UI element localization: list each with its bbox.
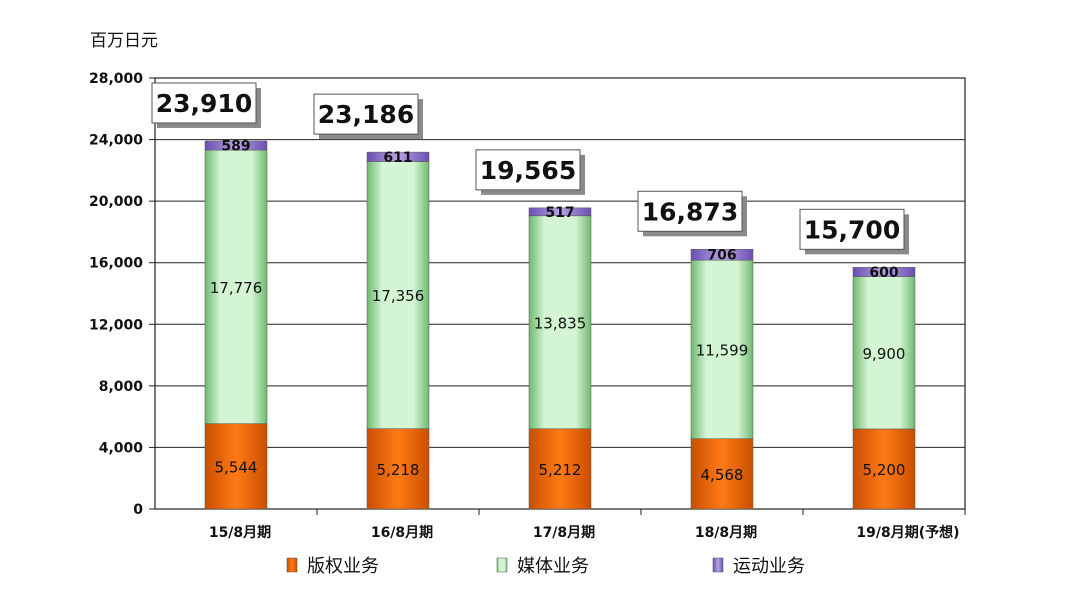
data-label: 5,200 [863, 461, 906, 479]
total-label: 23,186 [318, 100, 414, 129]
y-tick-label: 8,000 [99, 379, 144, 395]
data-label: 589 [221, 139, 250, 155]
x-tick-label: 18/8月期 [695, 525, 757, 541]
y-tick-label: 16,000 [89, 256, 143, 272]
bar-segment-1 [852, 428, 916, 510]
y-tick-label: 20,000 [89, 194, 143, 210]
y-tick-label: 4,000 [99, 440, 144, 456]
legend-swatch [496, 557, 508, 573]
data-label: 11,599 [696, 341, 749, 359]
x-tick-label: 16/8月期 [371, 525, 433, 541]
legend-swatch [712, 557, 724, 573]
bar-segment-3 [852, 267, 916, 277]
data-label: 5,212 [539, 461, 582, 479]
total-box [313, 93, 419, 135]
y-tick-label: 12,000 [89, 317, 143, 333]
bar-segment-2 [204, 149, 268, 424]
data-label: 5,544 [215, 458, 258, 476]
total-label: 19,565 [480, 156, 576, 185]
data-label: 517 [545, 205, 574, 221]
bar-segment-2 [366, 161, 430, 429]
data-label: 17,356 [372, 287, 425, 305]
total-label: 23,910 [156, 89, 252, 118]
x-tick-label: 17/8月期 [533, 525, 595, 541]
bar-segment-2 [852, 276, 916, 430]
data-label: 9,900 [863, 345, 906, 363]
bar-segment-1 [528, 428, 592, 510]
y-tick-label: 28,000 [89, 71, 143, 87]
total-box [151, 82, 257, 124]
data-label: 17,776 [210, 279, 263, 297]
bar-segment-2 [690, 259, 754, 439]
data-label: 611 [383, 150, 412, 166]
data-label: 5,218 [377, 461, 420, 479]
bar-segment-1 [690, 438, 754, 510]
bar-segment-3 [528, 207, 592, 217]
legend-label: 版权业务 [307, 556, 379, 577]
bar-segment-1 [366, 428, 430, 510]
total-label: 15,700 [804, 215, 900, 244]
bar-segment-3 [366, 151, 430, 162]
data-label: 600 [869, 265, 898, 281]
legend-label: 运动业务 [733, 556, 805, 577]
bar-segment-1 [204, 423, 268, 510]
data-label: 13,835 [534, 314, 587, 332]
total-box [799, 208, 905, 250]
legend-label: 媒体业务 [517, 556, 589, 577]
x-tick-label: 15/8月期 [209, 525, 271, 541]
y-tick-label: 24,000 [89, 133, 143, 149]
data-label: 706 [707, 248, 736, 264]
bar-segment-3 [204, 140, 268, 151]
y-axis-unit-label: 百万日元 [90, 31, 158, 51]
y-tick-label: 0 [133, 502, 143, 518]
bar-segment-2 [528, 215, 592, 430]
data-label: 4,568 [701, 466, 744, 484]
total-box [637, 190, 743, 232]
x-tick-label: 19/8月期(予想) [856, 524, 959, 541]
legend-swatch [286, 557, 298, 573]
bar-segment-3 [690, 249, 754, 261]
total-box [475, 149, 581, 191]
total-label: 16,873 [642, 197, 738, 226]
